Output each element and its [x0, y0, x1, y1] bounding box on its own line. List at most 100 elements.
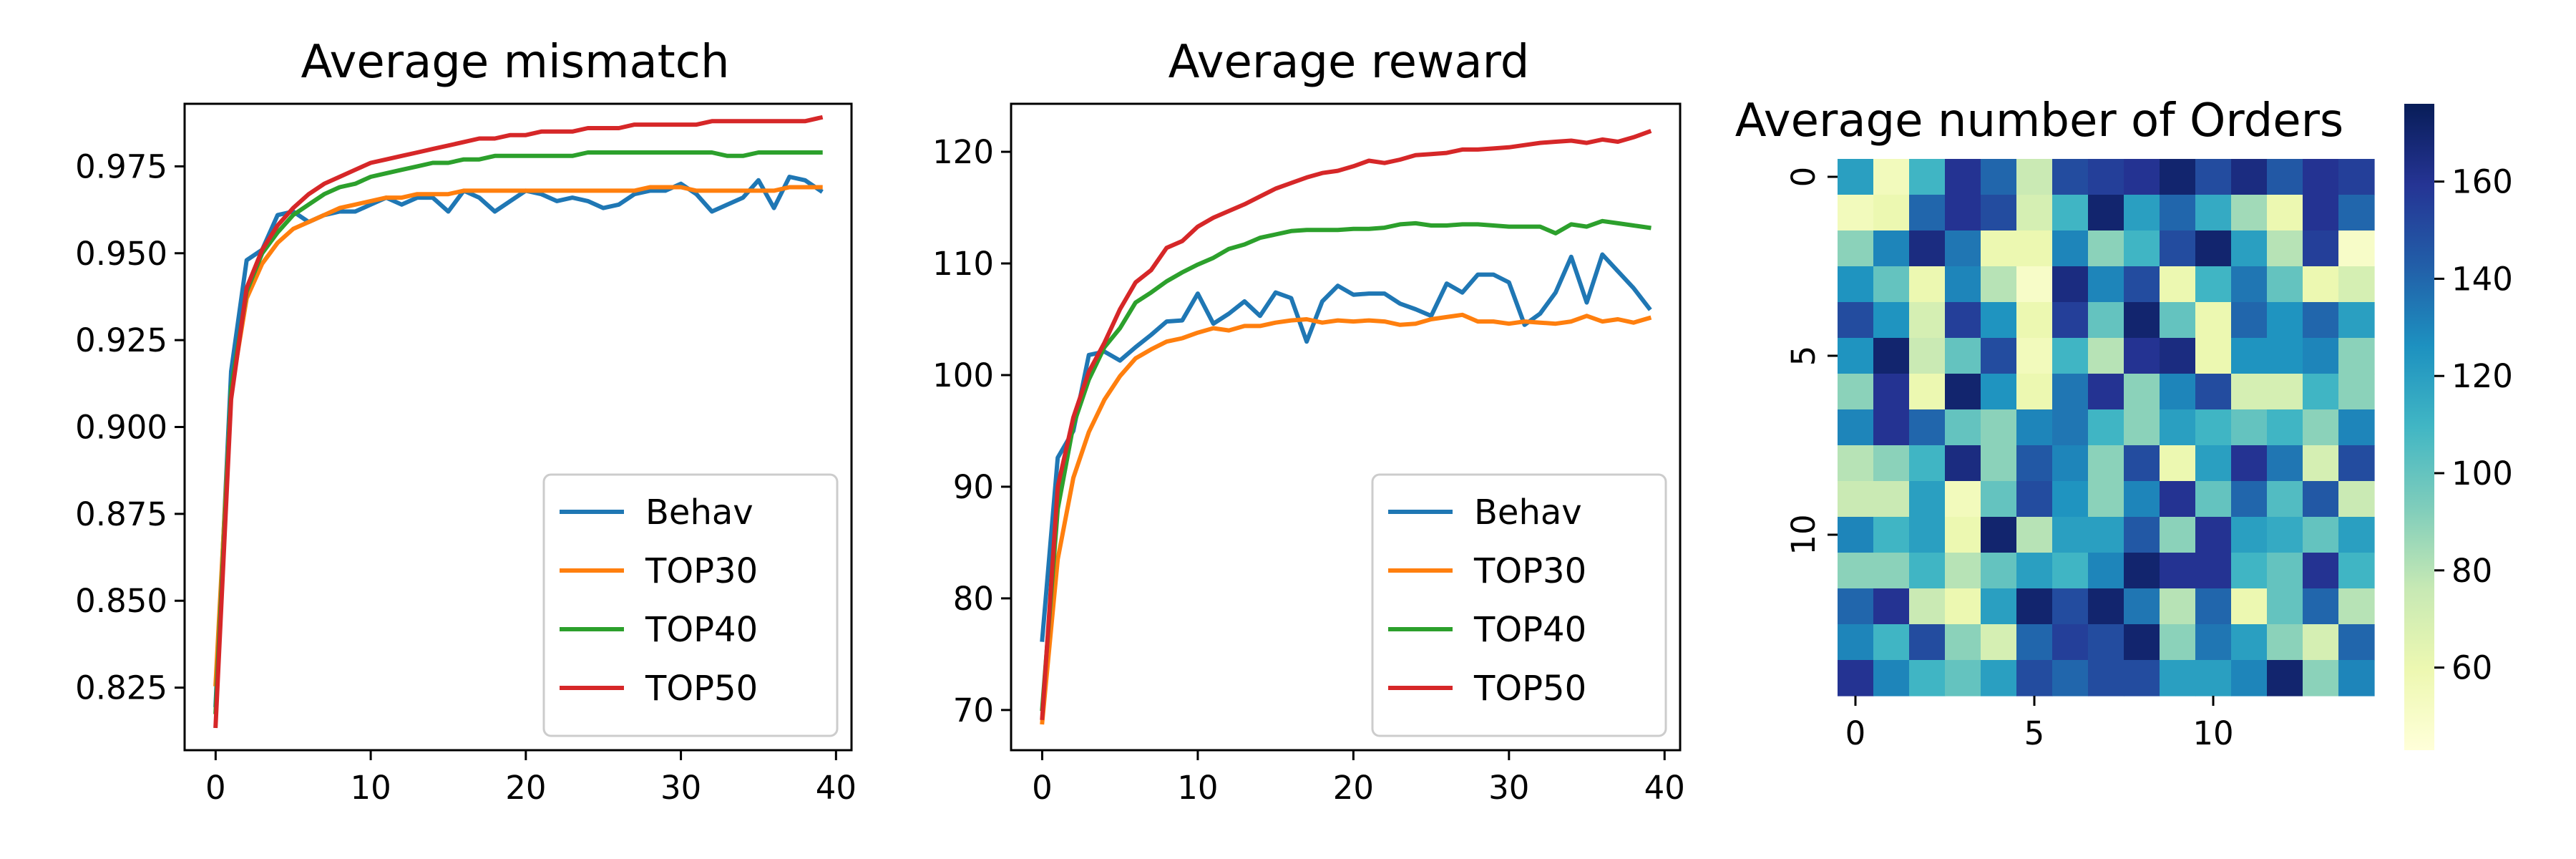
heatmap-cell: [2124, 266, 2160, 303]
heatmap-cell: [2052, 230, 2089, 267]
series-line-top50: [213, 115, 824, 729]
heatmap-cell: [2338, 338, 2375, 374]
heatmap-cell: [2231, 374, 2268, 410]
heatmap-cell: [1838, 481, 1874, 518]
heatmap-cell: [1909, 409, 1946, 446]
chart-title: Average reward: [1169, 36, 1530, 89]
heatmap-cell: [2016, 624, 2053, 661]
heatmap-cell: [2267, 266, 2303, 303]
y-tick-label: 0.900: [75, 409, 167, 447]
legend: Behav TOP30 TOP40 TOP50: [542, 473, 839, 737]
colorbar-tick-label: 100: [2451, 455, 2513, 492]
heatmap-cell: [2052, 553, 2089, 589]
heatmap-cell: [2016, 660, 2053, 697]
heatmap-cell: [2338, 266, 2375, 303]
heatmap-cell: [1909, 230, 1946, 267]
heatmap-cell: [2160, 481, 2196, 518]
y-tick-label: 0: [1785, 167, 1823, 188]
heatmap-cell: [2088, 624, 2124, 661]
heatmap-cell: [1873, 624, 1910, 661]
heatmap-cell: [2124, 195, 2160, 231]
heatmap-cell: [2303, 159, 2339, 195]
colorbar-gradient: [2404, 104, 2434, 750]
chart-title: Average number of Orders: [1735, 94, 2344, 147]
heatmap-cell: [2088, 409, 2124, 446]
heatmap-cell: [2052, 624, 2089, 661]
heatmap-cell: [2160, 374, 2196, 410]
heatmap-cell: [1981, 230, 2017, 267]
heatmap-cell: [1838, 374, 1874, 410]
heatmap-cell: [2088, 230, 2124, 267]
heatmap-cell: [1838, 230, 1874, 267]
legend-label-top30: TOP30: [645, 551, 758, 591]
heatmap-cell: [2124, 338, 2160, 374]
heatmap-cell: [2195, 553, 2232, 589]
heatmap-cell: [2124, 624, 2160, 661]
y-tick-label: 70: [953, 691, 994, 729]
heatmap-cell: [2052, 338, 2089, 374]
heatmap-cell: [1981, 409, 2017, 446]
heatmap-cell: [1945, 195, 1981, 231]
y-tick-label: 0.850: [75, 582, 167, 620]
heatmap-cell: [2088, 517, 2124, 553]
heatmap-cell: [1838, 588, 1874, 625]
heatmap-cell: [2195, 266, 2232, 303]
x-tick-label: 0: [1032, 769, 1053, 807]
heatmap-cell: [2231, 409, 2268, 446]
x-tick-label: 30: [660, 769, 701, 807]
heatmap-cell: [2160, 624, 2196, 661]
heatmap-cell: [2231, 302, 2268, 339]
heatmap-cell: [2124, 230, 2160, 267]
heatmap-cell: [1838, 445, 1874, 482]
heatmap-cell: [2088, 553, 2124, 589]
heatmap-cell: [2195, 338, 2232, 374]
heatmap-cell: [2160, 517, 2196, 553]
x-tick-label: 10: [350, 769, 391, 807]
heatmap-cell: [2303, 230, 2339, 267]
heatmap-cell: [2338, 517, 2375, 553]
heatmap-cell: [1981, 624, 2017, 661]
legend-label-top40: TOP40: [645, 610, 758, 650]
heatmap-cell: [1838, 195, 1874, 231]
legend-box: [1371, 473, 1667, 737]
y-tick-label: 0.825: [75, 669, 167, 707]
heatmap-cell: [2160, 338, 2196, 374]
heatmap-cell: [1945, 660, 1981, 697]
heatmap-cell: [1909, 338, 1946, 374]
heatmap-cell: [2016, 553, 2053, 589]
heatmap-cell: [2124, 660, 2160, 697]
heatmap-cell: [2303, 338, 2339, 374]
series-line-top40: [1040, 218, 1652, 712]
heatmap-cell: [2267, 195, 2303, 231]
heatmap-cell: [2303, 481, 2339, 518]
heatmap-cell: [2195, 660, 2232, 697]
heatmap-cell: [1838, 660, 1874, 697]
heatmap-cell: [1838, 409, 1874, 446]
heatmap-cell: [1909, 374, 1946, 410]
colorbar-tick-label: 60: [2451, 649, 2492, 687]
heatmap-cell: [2160, 445, 2196, 482]
heatmap-cell: [1945, 266, 1981, 303]
heatmap-cell: [1873, 266, 1910, 303]
heatmap-cell: [1873, 374, 1910, 410]
y-tick-label: 100: [932, 356, 994, 394]
heatmap-cell: [2160, 588, 2196, 625]
heatmap-cell: [2231, 445, 2268, 482]
axes-frame: [1010, 102, 1682, 752]
heatmap-cell: [2052, 517, 2089, 553]
heatmap-cell: [1909, 159, 1946, 195]
heatmap-cell: [2124, 302, 2160, 339]
heatmap-cell: [1873, 159, 1910, 195]
x-tick-label: 30: [1488, 769, 1529, 807]
heatmap-cell: [2088, 445, 2124, 482]
heatmap-cell: [2303, 374, 2339, 410]
heatmap-cell: [2303, 553, 2339, 589]
heatmap-cell: [1981, 338, 2017, 374]
x-tick-label: 0: [205, 769, 226, 807]
heatmap-cell: [1981, 302, 2017, 339]
legend-label-top40: TOP40: [1473, 610, 1586, 650]
heatmap-cell: [2195, 195, 2232, 231]
heatmap-cell: [2016, 445, 2053, 482]
heatmap-cell: [1873, 409, 1910, 446]
heatmap-cell: [2231, 660, 2268, 697]
